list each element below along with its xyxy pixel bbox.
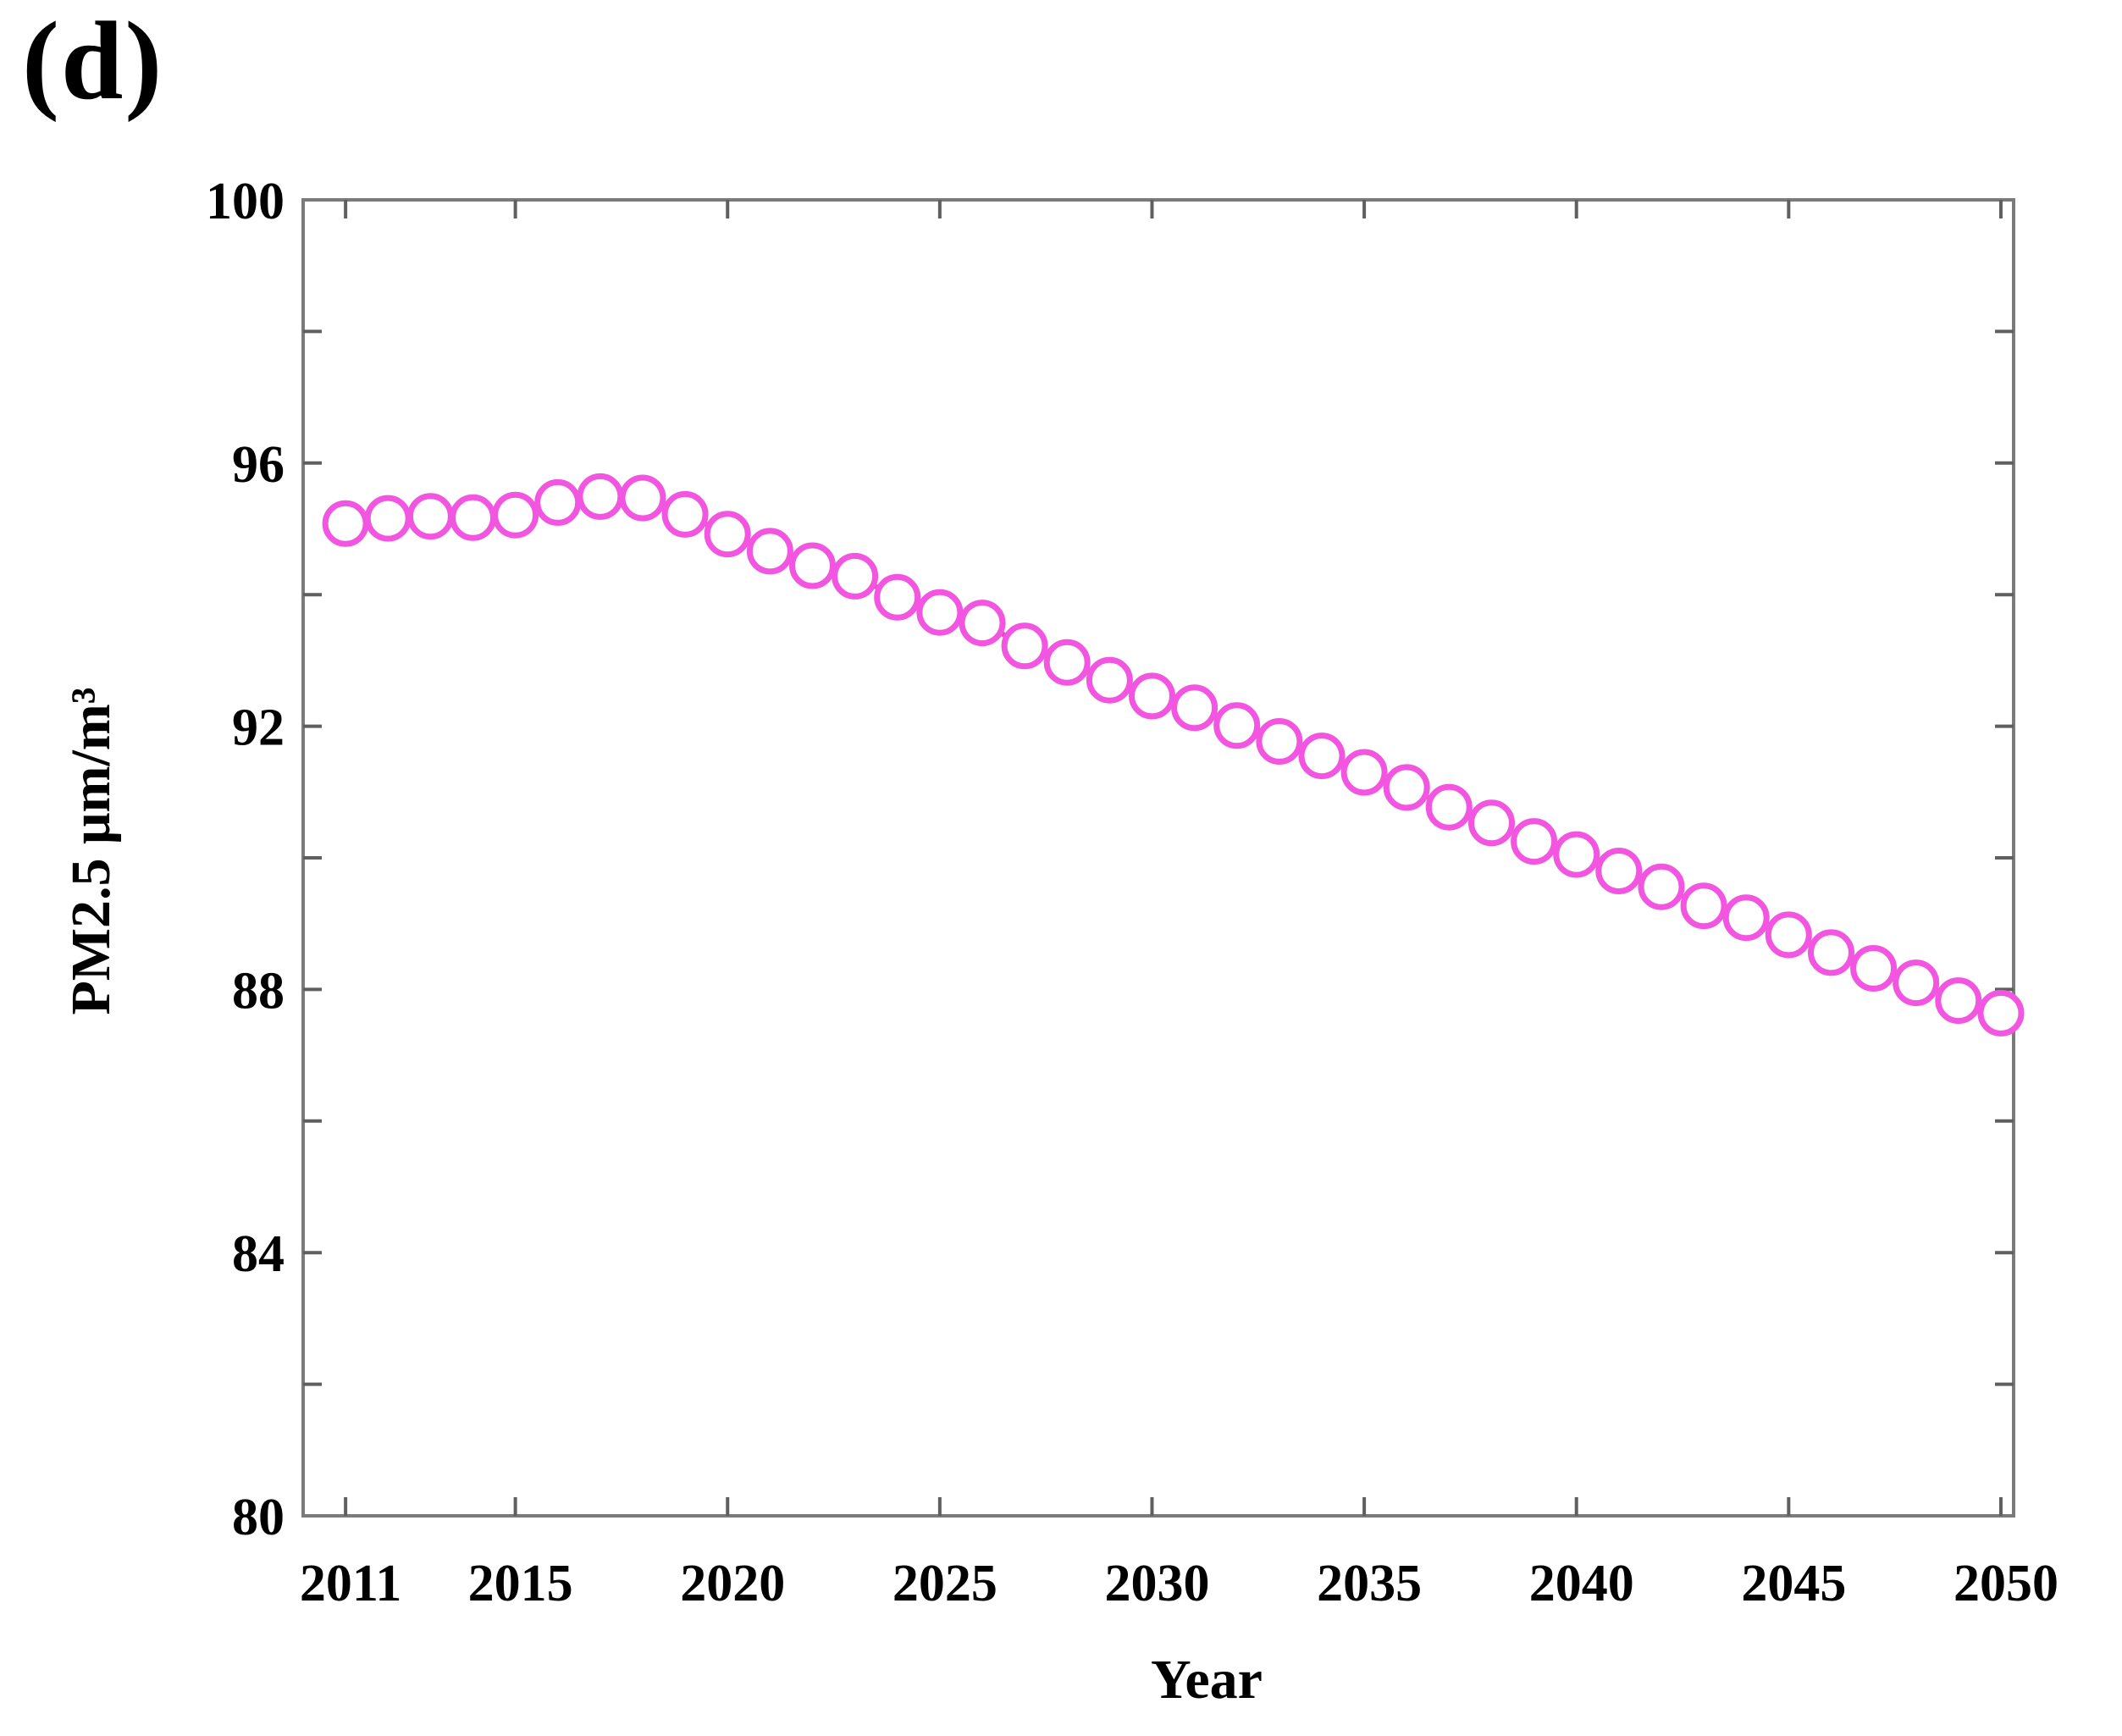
data-point-marker xyxy=(1086,656,1133,704)
data-point-marker xyxy=(1553,831,1600,878)
y-tick-label: 84 xyxy=(232,1225,285,1283)
data-point-marker xyxy=(619,474,666,522)
data-point-marker xyxy=(1171,684,1218,732)
x-tick-label: 2040 xyxy=(1529,1555,1634,1612)
data-point-marker xyxy=(1213,702,1261,749)
data-point-marker xyxy=(1383,764,1430,811)
x-axis-title: Year xyxy=(1151,1649,1263,1711)
data-point-marker xyxy=(406,493,454,540)
panel-label: (d) xyxy=(22,0,164,123)
data-point-marker xyxy=(1340,749,1388,796)
data-point-marker xyxy=(1595,848,1643,894)
data-point-marker xyxy=(1680,882,1727,930)
y-tick-label: 80 xyxy=(232,1489,285,1546)
data-point-marker xyxy=(1298,733,1346,780)
data-point-marker xyxy=(364,495,412,542)
axis-frame xyxy=(301,198,2015,1518)
data-point-marker xyxy=(746,528,793,575)
data-point-marker xyxy=(1977,989,2025,1037)
data-point-marker xyxy=(492,491,539,539)
data-point-marker xyxy=(577,473,624,520)
data-point-marker xyxy=(1935,977,1982,1025)
data-point-marker xyxy=(1468,799,1515,847)
data-point-marker xyxy=(661,490,709,538)
data-point-marker xyxy=(1425,783,1473,831)
data-point-marker xyxy=(1765,911,1812,959)
x-tick-label: 2050 xyxy=(1953,1555,2058,1612)
data-point-marker xyxy=(916,589,964,636)
data-point-marker xyxy=(832,552,879,600)
data-point-marker xyxy=(874,573,921,621)
x-tick-label: 2011 xyxy=(300,1555,402,1612)
y-tick-label: 100 xyxy=(206,173,285,230)
x-tick-label: 2020 xyxy=(680,1555,785,1612)
data-point-marker xyxy=(704,511,751,558)
y-axis-title: PM2.5 μm/m³ xyxy=(60,687,122,1015)
data-point-marker xyxy=(1043,639,1091,686)
data-point-marker xyxy=(959,600,1006,647)
y-tick-label: 96 xyxy=(232,436,285,494)
data-point-marker xyxy=(322,500,369,547)
data-point-marker xyxy=(1129,672,1175,720)
data-point-marker xyxy=(1511,818,1558,865)
data-point-marker xyxy=(450,494,496,541)
x-tick-label: 2015 xyxy=(468,1555,573,1612)
x-tick-label: 2030 xyxy=(1104,1555,1209,1612)
data-point-marker xyxy=(534,478,582,526)
data-point-marker xyxy=(1001,622,1048,670)
data-point-marker xyxy=(1638,863,1685,910)
y-tick-label: 88 xyxy=(232,962,285,1020)
y-tick-label: 92 xyxy=(232,699,285,757)
data-point-marker xyxy=(1722,894,1770,942)
data-point-marker xyxy=(1893,959,1940,1007)
data-point-marker xyxy=(1850,945,1898,992)
x-tick-label: 2045 xyxy=(1741,1555,1846,1612)
data-point-marker xyxy=(789,542,836,589)
x-tick-label: 2035 xyxy=(1317,1555,1422,1612)
data-point-marker xyxy=(1808,929,1854,976)
data-point-marker xyxy=(1256,718,1303,765)
x-tick-label: 2025 xyxy=(892,1555,997,1612)
